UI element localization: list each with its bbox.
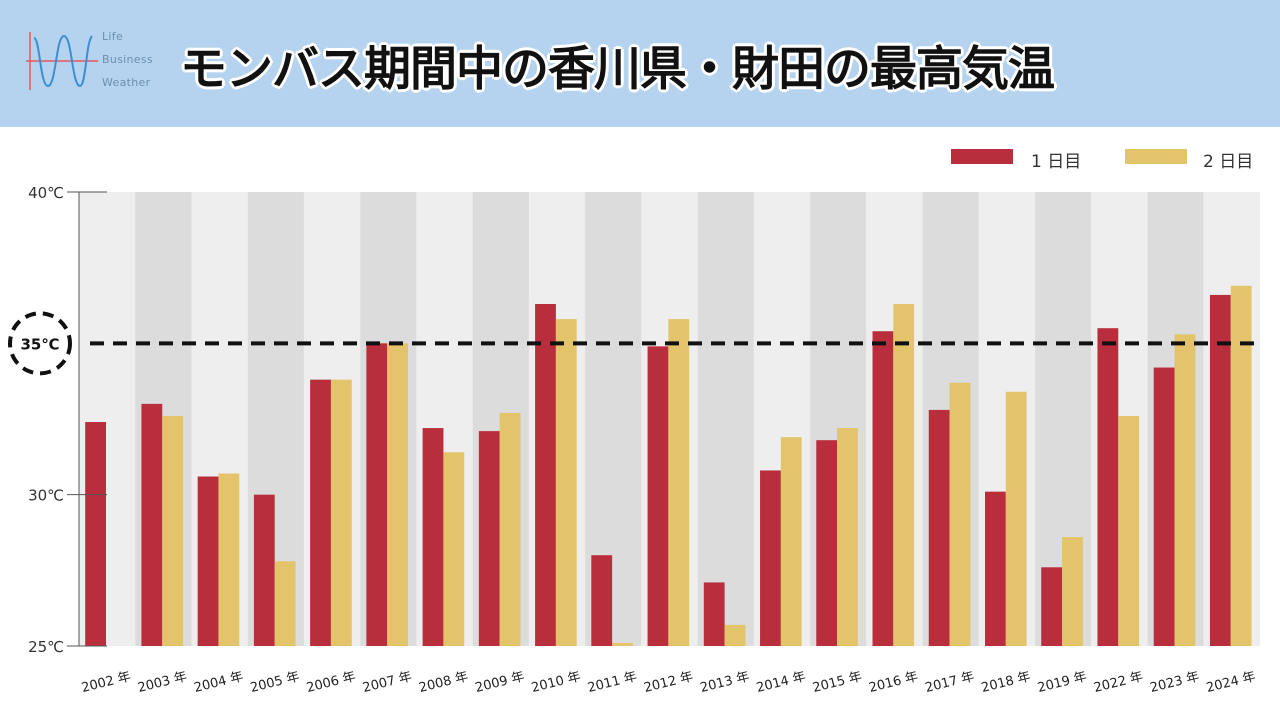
- x-tick-label: 2004 年: [193, 669, 245, 696]
- logo-text-business: Business: [102, 53, 153, 66]
- bar-day2: [499, 412, 521, 646]
- bar-day2: [330, 379, 352, 646]
- bar-day2: [949, 382, 971, 646]
- bar-day1: [760, 470, 781, 646]
- legend-label-day1: 1 日目: [1031, 152, 1082, 172]
- bar-day1: [85, 422, 106, 646]
- bar-day2: [724, 624, 746, 646]
- bar-day1: [703, 582, 725, 646]
- bar-day2: [1062, 537, 1083, 646]
- bar-day2: [443, 452, 465, 646]
- x-tick-label: 2015 年: [811, 669, 863, 696]
- x-tick-label: 2018 年: [980, 669, 1032, 696]
- x-tick-label: 2003 年: [136, 669, 188, 696]
- bar-day2: [274, 561, 296, 646]
- x-tick-label: 2024 年: [1205, 669, 1257, 696]
- x-tick-label: 2005 年: [249, 669, 301, 696]
- bar-day1: [928, 409, 950, 646]
- logo-wave-icon: [26, 32, 98, 90]
- bar-day1: [1153, 367, 1175, 646]
- x-tick-label: 2010 年: [530, 669, 582, 696]
- x-tick-label: 2007 年: [361, 669, 413, 696]
- x-tick-label: 2017 年: [924, 669, 976, 696]
- legend-item-day2: 2 日目: [1125, 147, 1275, 172]
- bar-day1: [872, 331, 894, 646]
- legend-label-day2: 2 日目: [1203, 152, 1254, 172]
- x-tick-label: 2011 年: [586, 669, 638, 696]
- column-band: [697, 192, 754, 646]
- bar-day2: [555, 319, 577, 646]
- bar-day1: [1209, 294, 1231, 646]
- threshold-circle: [8, 311, 72, 376]
- x-tick-label: 2006 年: [305, 669, 357, 696]
- x-tick-label: 2013 年: [699, 669, 751, 696]
- bar-day1: [197, 476, 219, 646]
- bar-day1: [984, 491, 1006, 646]
- bar-day1: [1041, 567, 1063, 646]
- bar-day1: [1097, 328, 1119, 646]
- bar-day1: [478, 431, 500, 646]
- x-tick-label: 2019 年: [1036, 669, 1088, 696]
- x-tick-label: 2012 年: [642, 669, 694, 696]
- bar-day2: [1118, 415, 1140, 646]
- bar-day2: [1230, 285, 1252, 646]
- x-tick-label: 2002 年: [80, 669, 132, 696]
- bar-day1: [366, 343, 388, 646]
- legend-swatch-day2: [1125, 149, 1187, 164]
- x-tick-label: 2009 年: [474, 669, 526, 696]
- bar-day2: [218, 473, 240, 646]
- y-tick-label: 30℃: [28, 487, 64, 505]
- threshold-label: 35℃: [20, 335, 59, 353]
- header-banner: Life Business Weather モンバス期間中の香川県・財田の最高気…: [0, 0, 1280, 127]
- x-tick-label: 2014 年: [755, 669, 807, 696]
- page-title: モンバス期間中の香川県・財田の最高気温: [180, 42, 1055, 97]
- bar-day2: [612, 642, 633, 646]
- y-tick-label: 25℃: [28, 638, 64, 656]
- bar-day2: [162, 415, 184, 646]
- legend-swatch-day1: [951, 149, 1013, 164]
- x-tick-label: 2008 年: [418, 669, 470, 696]
- bar-day2: [1005, 391, 1027, 646]
- bar-day1: [141, 403, 163, 646]
- bar-day2: [893, 303, 915, 646]
- bar-day2: [668, 319, 690, 646]
- y-tick-label: 40℃: [28, 184, 64, 202]
- bar-day1: [422, 428, 444, 646]
- x-tick-label: 2023 年: [1149, 669, 1201, 696]
- bar-day1: [253, 494, 275, 646]
- bar-day2: [780, 437, 802, 646]
- bar-day2: [837, 428, 858, 646]
- bar-day1: [591, 555, 613, 646]
- x-tick-label: 2016 年: [867, 669, 919, 696]
- bar-day1: [535, 303, 556, 646]
- x-tick-label: 2022 年: [1092, 669, 1144, 696]
- logo-text-weather: Weather: [102, 76, 151, 89]
- bar-day1: [310, 379, 331, 646]
- bar-day1: [816, 440, 838, 646]
- bar-day2: [387, 343, 408, 646]
- bar-day1: [647, 346, 669, 646]
- bar-day2: [1174, 334, 1196, 646]
- legend-item-day1: 1 日目: [951, 147, 1101, 172]
- logo-text-life: Life: [102, 30, 124, 43]
